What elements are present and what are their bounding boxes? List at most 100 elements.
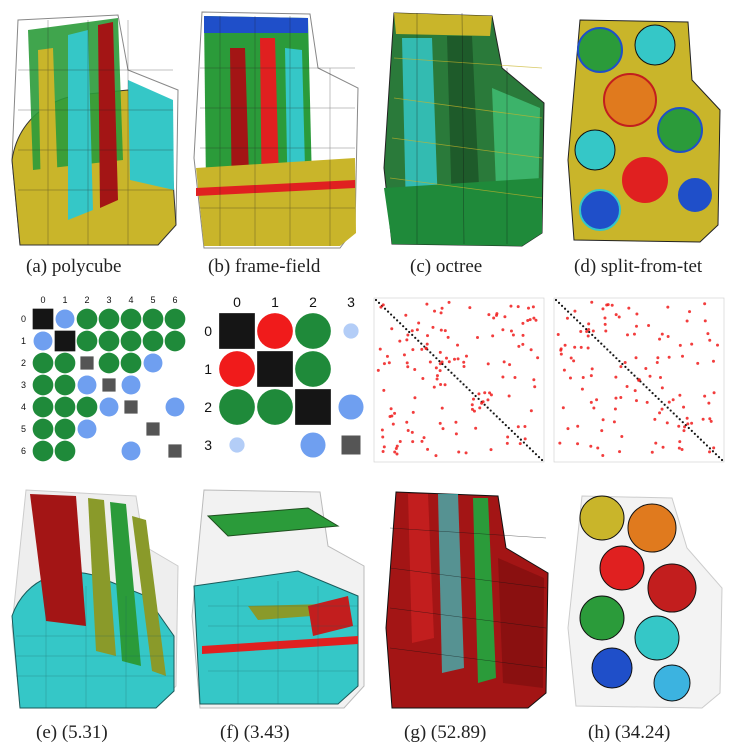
sparsity-g-diagonal-dot [429, 351, 432, 354]
sparsity-h-entry-dot [712, 391, 716, 395]
sparsity-g-entry-dot [421, 377, 425, 381]
sparsity-h-diagonal-dot [582, 325, 585, 328]
matrix-e-entry-circle [121, 375, 141, 395]
sparsity-h-entry-dot [623, 361, 627, 365]
sparsity-g-entry-dot [425, 342, 429, 346]
sparsity-h-diagonal-dot [594, 336, 597, 339]
sparsity-h-entry-dot [685, 319, 689, 323]
sparsity-g-entry-dot [511, 333, 515, 337]
sparsity-g-entry-dot [441, 427, 445, 431]
sparsity-g-entry-dot [438, 421, 442, 425]
sparsity-g-entry-dot [411, 440, 415, 444]
sparsity-h-entry-dot [585, 330, 589, 334]
sparsity-pattern-g [372, 296, 548, 466]
sparsity-h-entry-dot [701, 417, 705, 421]
matrix-f-entry-circle [257, 313, 293, 349]
sparsity-h-entry-dot [683, 425, 687, 429]
sparsity-h-entry-dot [580, 387, 584, 391]
matrix-f-entry-circle [229, 437, 245, 453]
sparsity-h-entry-dot [572, 359, 576, 363]
sparsity-h-entry-dot [667, 355, 671, 359]
sparsity-h-entry-dot [600, 429, 604, 433]
matrix-e-entry-circle [77, 375, 97, 395]
sparsity-g-entry-dot [447, 360, 451, 364]
sparsity-g-entry-dot [532, 316, 536, 320]
sparsity-h-entry-dot [581, 376, 585, 380]
sparsity-h-diagonal-dot [579, 322, 582, 325]
sparsity-g-diagonal-dot [389, 313, 393, 316]
sparsity-g-entry-dot [470, 403, 474, 407]
matrix-e-entry-circle [54, 440, 76, 462]
sparsity-h-entry-dot [650, 450, 654, 454]
sparsity-g-entry-dot [439, 311, 443, 315]
sparsity-h-entry-dot [614, 375, 618, 379]
sparsity-h-entry-dot [619, 396, 623, 400]
matrix-e-row-label: 5 [21, 424, 26, 434]
matrix-f-entry-circle [295, 313, 331, 349]
sparsity-g-entry-dot [456, 357, 460, 361]
sparsity-h-entry-dot [605, 303, 609, 307]
sparsity-g-entry-dot [398, 339, 402, 343]
sparsity-g-diagonal-dot [516, 435, 519, 438]
sparsity-g-entry-dot [454, 420, 458, 424]
sparsity-g-entry-dot [404, 313, 408, 317]
sparsity-g-entry-dot [516, 305, 520, 309]
sparsity-g-entry-dot [509, 329, 513, 333]
sparsity-g-entry-dot [385, 354, 389, 358]
sparsity-g-entry-dot [406, 333, 410, 337]
sparsity-g-entry-dot [491, 334, 495, 338]
sparsity-h-diagonal-dot [654, 394, 657, 398]
sparsity-h-entry-dot [645, 400, 649, 404]
sparsity-h-entry-dot [566, 427, 570, 431]
sparsity-g-diagonal-dot [456, 377, 459, 380]
sparsity-g-diagonal-dot [420, 342, 423, 345]
matrix-e-entry-square [168, 444, 182, 458]
sparsity-g-entry-dot [393, 450, 397, 454]
matrix-e-entry-circle [32, 440, 54, 462]
sparsity-g-entry-dot [426, 334, 430, 338]
sparsity-g-diagonal-dot [522, 441, 525, 444]
sparsity-h-diagonal-dot [711, 450, 715, 453]
sparsity-g-entry-dot [406, 365, 410, 369]
matrix-e-row-label: 0 [21, 314, 26, 324]
sparsity-h-entry-dot [595, 398, 599, 402]
matrix-e-entry-square [32, 308, 54, 330]
sparsity-h-entry-dot [591, 329, 595, 333]
sparsity-pattern-h [552, 296, 728, 466]
sparsity-h-diagonal-dot [690, 429, 693, 433]
sparsity-h-diagonal-dot [699, 438, 702, 441]
caption-g: (g) (52.89) [404, 722, 487, 743]
matrix-f-entry-square [295, 389, 331, 425]
sparsity-h-entry-dot [586, 334, 590, 338]
matrix-f-entry-square [219, 313, 255, 349]
sparsity-g-entry-dot [529, 348, 533, 352]
sparsity-h-diagonal-dot [591, 333, 594, 337]
sparsity-h-diagonal-dot [681, 421, 684, 424]
sparsity-g-entry-dot [474, 426, 478, 430]
sparsity-h-entry-dot [561, 406, 565, 410]
sparsity-h-entry-dot [660, 407, 664, 411]
sparsity-g-diagonal-dot [432, 354, 435, 357]
sparsity-h-diagonal-dot [675, 415, 678, 418]
sparsity-h-entry-dot [625, 385, 629, 389]
matrix-f-entry-square [341, 435, 361, 455]
sparsity-h-entry-dot [708, 338, 712, 342]
sparsity-h-diagonal-dot [624, 365, 627, 369]
sparsity-h-diagonal-dot [651, 391, 654, 395]
sparsity-h-diagonal-dot [573, 316, 576, 319]
sparsity-h-diagonal-dot [606, 348, 609, 351]
matrix-e-entry-circle [164, 308, 186, 330]
sparsity-g-entry-dot [501, 328, 505, 332]
sparsity-g-diagonal-dot [393, 316, 396, 319]
matrix-f-entry-circle [219, 351, 255, 387]
mesh-polycube [8, 10, 184, 250]
matrix-f-col-label: 0 [233, 294, 241, 310]
sparsity-g-entry-dot [531, 305, 535, 309]
sparsity-h-diagonal-dot [569, 313, 573, 316]
sparsity-g-entry-dot [381, 450, 385, 454]
sparsity-h-entry-dot [613, 407, 617, 411]
sparsity-h-diagonal-dot [585, 327, 588, 331]
matrix-e-row-label: 4 [21, 402, 26, 412]
sparsity-g-entry-dot [487, 313, 491, 317]
matrix-e-entry-circle [120, 308, 142, 330]
